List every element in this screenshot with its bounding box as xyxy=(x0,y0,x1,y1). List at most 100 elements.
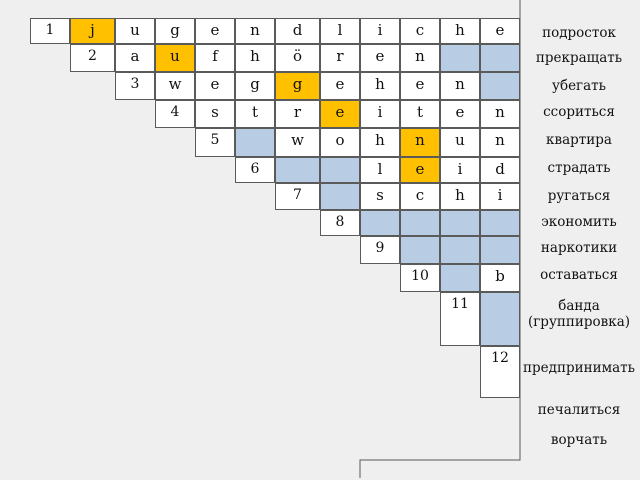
cell-letter: i xyxy=(377,21,383,39)
letter-cell[interactable]: w xyxy=(155,72,195,100)
letter-cell[interactable]: s xyxy=(195,100,235,128)
letter-cell[interactable]: j xyxy=(70,18,115,44)
letter-cell[interactable] xyxy=(480,236,520,264)
letter-cell[interactable] xyxy=(275,157,320,183)
cell-letter: n xyxy=(495,131,505,149)
row-number-cell: 8 xyxy=(320,210,360,236)
cell-letter: c xyxy=(415,186,425,204)
cell-letter: i xyxy=(457,160,463,178)
letter-cell[interactable]: h xyxy=(360,72,400,100)
letter-cell[interactable]: n xyxy=(400,44,440,72)
letter-cell[interactable] xyxy=(235,128,275,157)
letter-cell[interactable]: g xyxy=(155,18,195,44)
letter-cell[interactable]: n xyxy=(440,72,480,100)
letter-cell[interactable]: f xyxy=(195,44,235,72)
letter-cell[interactable]: u xyxy=(440,128,480,157)
letter-cell[interactable]: w xyxy=(275,128,320,157)
cell-letter: e xyxy=(375,47,385,65)
letter-cell[interactable] xyxy=(440,44,480,72)
letter-cell[interactable]: c xyxy=(400,183,440,210)
row-number: 4 xyxy=(170,104,180,120)
letter-cell[interactable]: h xyxy=(235,44,275,72)
letter-cell[interactable]: i xyxy=(480,183,520,210)
cell-letter: l xyxy=(337,21,343,39)
clue-text: подросток xyxy=(542,25,616,41)
cell-letter: e xyxy=(335,103,345,121)
letter-cell[interactable]: b xyxy=(480,264,520,292)
letter-cell[interactable]: s xyxy=(360,183,400,210)
letter-cell[interactable]: u xyxy=(115,18,155,44)
letter-cell[interactable]: e xyxy=(400,72,440,100)
letter-cell[interactable]: e xyxy=(480,18,520,44)
letter-cell[interactable] xyxy=(320,157,360,183)
letter-cell[interactable]: e xyxy=(195,72,235,100)
letter-cell[interactable]: u xyxy=(155,44,195,72)
cell-letter: g xyxy=(250,75,260,93)
letter-cell[interactable]: i xyxy=(360,100,400,128)
cell-letter: s xyxy=(376,186,384,204)
letter-cell[interactable]: e xyxy=(440,100,480,128)
letter-cell[interactable] xyxy=(480,292,520,346)
letter-cell[interactable]: i xyxy=(440,157,480,183)
row-number-cell: 3 xyxy=(115,72,155,100)
cell-letter: c xyxy=(415,21,425,39)
letter-cell[interactable]: e xyxy=(400,157,440,183)
clue-text: оставаться xyxy=(540,267,618,283)
cell-letter: d xyxy=(292,21,303,39)
letter-cell[interactable]: e xyxy=(360,44,400,72)
cell-letter: a xyxy=(130,47,140,65)
letter-cell[interactable]: c xyxy=(400,18,440,44)
letter-cell[interactable] xyxy=(440,264,480,292)
letter-cell[interactable]: h xyxy=(360,128,400,157)
letter-cell[interactable]: g xyxy=(235,72,275,100)
letter-cell[interactable]: n xyxy=(480,128,520,157)
cell-letter: o xyxy=(335,131,345,149)
cell-letter: l xyxy=(377,160,383,178)
letter-cell[interactable]: i xyxy=(360,18,400,44)
row-number-cell: 10 xyxy=(400,264,440,292)
clue-text: ссориться xyxy=(543,104,615,120)
letter-cell[interactable] xyxy=(320,183,360,210)
letter-cell[interactable]: h xyxy=(440,18,480,44)
cell-letter: e xyxy=(210,75,220,93)
clue-text: ругаться xyxy=(547,188,611,204)
letter-cell[interactable]: r xyxy=(275,100,320,128)
letter-cell[interactable]: ö xyxy=(275,44,320,72)
letter-cell[interactable]: a xyxy=(115,44,155,72)
cell-letter: n xyxy=(455,75,465,93)
letter-cell[interactable]: l xyxy=(360,157,400,183)
letter-cell[interactable] xyxy=(360,210,400,236)
letter-cell[interactable]: n xyxy=(235,18,275,44)
cell-letter: h xyxy=(455,186,465,204)
letter-cell[interactable]: d xyxy=(480,157,520,183)
row-number: 9 xyxy=(375,240,385,256)
letter-cell[interactable]: g xyxy=(275,72,320,100)
clue-text: предпринимать xyxy=(523,360,635,376)
clue-text: страдать xyxy=(547,160,611,176)
letter-cell[interactable]: t xyxy=(400,100,440,128)
letter-cell[interactable]: d xyxy=(275,18,320,44)
letter-cell[interactable] xyxy=(440,210,480,236)
letter-cell[interactable] xyxy=(440,236,480,264)
letter-cell[interactable]: e xyxy=(320,72,360,100)
letter-cell[interactable]: t xyxy=(235,100,275,128)
letter-cell[interactable] xyxy=(400,210,440,236)
cell-letter: g xyxy=(292,75,303,93)
letter-cell[interactable] xyxy=(480,44,520,72)
cell-letter: n xyxy=(495,103,505,121)
letter-cell[interactable]: l xyxy=(320,18,360,44)
letter-cell[interactable]: h xyxy=(440,183,480,210)
letter-cell[interactable]: o xyxy=(320,128,360,157)
letter-cell[interactable]: n xyxy=(400,128,440,157)
letter-cell[interactable] xyxy=(480,72,520,100)
letter-cell[interactable] xyxy=(480,210,520,236)
row-number-cell: 4 xyxy=(155,100,195,128)
letter-cell[interactable]: n xyxy=(480,100,520,128)
letter-cell[interactable] xyxy=(400,236,440,264)
clue-text: экономить xyxy=(541,214,617,230)
row-number-cell: 6 xyxy=(235,157,275,183)
letter-cell[interactable]: r xyxy=(320,44,360,72)
row-number: 2 xyxy=(88,48,97,64)
letter-cell[interactable]: e xyxy=(195,18,235,44)
letter-cell[interactable]: e xyxy=(320,100,360,128)
